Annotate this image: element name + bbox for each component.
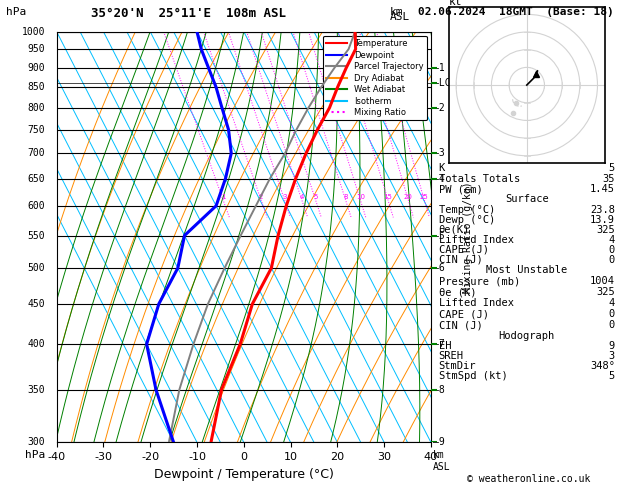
Text: kt: kt [449,0,462,7]
Text: Pressure (mb): Pressure (mb) [438,276,520,286]
Text: Most Unstable: Most Unstable [486,265,567,276]
Text: 4: 4 [299,194,304,200]
Text: 1000: 1000 [22,27,45,36]
Text: 02.06.2024  18GMT  (Base: 18): 02.06.2024 18GMT (Base: 18) [418,7,614,17]
Text: CAPE (J): CAPE (J) [438,309,489,319]
Text: 10: 10 [356,194,365,200]
Text: EH: EH [438,341,451,351]
Text: CIN (J): CIN (J) [438,320,482,330]
Text: 1: 1 [221,194,225,200]
Text: 450: 450 [28,299,45,309]
Text: —LCL: —LCL [433,78,456,88]
Text: 650: 650 [28,174,45,184]
Text: 5: 5 [609,163,615,173]
Text: 4: 4 [609,298,615,308]
Text: 25: 25 [420,194,429,200]
Text: ASL: ASL [390,12,410,22]
Text: 550: 550 [28,230,45,241]
Text: km
ASL: km ASL [433,451,450,472]
Text: 15: 15 [384,194,392,200]
Text: —3: —3 [433,148,445,158]
Text: —2: —2 [433,103,445,113]
Text: 700: 700 [28,148,45,158]
Text: θe (K): θe (K) [438,287,476,297]
Text: 3: 3 [282,194,287,200]
Text: 13.9: 13.9 [590,214,615,225]
Text: Totals Totals: Totals Totals [438,174,520,184]
Text: 325: 325 [596,225,615,235]
Text: 20: 20 [404,194,413,200]
Text: hPa: hPa [6,7,26,17]
Legend: Temperature, Dewpoint, Parcel Trajectory, Dry Adiabat, Wet Adiabat, Isotherm, Mi: Temperature, Dewpoint, Parcel Trajectory… [323,36,426,121]
Text: Hodograph: Hodograph [499,330,555,341]
Text: 900: 900 [28,63,45,72]
Text: 325: 325 [596,287,615,297]
Text: —8: —8 [433,385,445,395]
Text: StmDir: StmDir [438,361,476,371]
Text: 750: 750 [28,125,45,135]
Text: © weatheronline.co.uk: © weatheronline.co.uk [467,473,590,484]
Text: SREH: SREH [438,351,464,361]
Text: 2: 2 [259,194,264,200]
Text: km: km [390,7,403,17]
X-axis label: Dewpoint / Temperature (°C): Dewpoint / Temperature (°C) [154,468,333,481]
Text: 0: 0 [609,309,615,319]
Text: 400: 400 [28,339,45,349]
Text: —9: —9 [433,437,445,447]
Text: 500: 500 [28,263,45,273]
Text: —6: —6 [433,263,445,273]
Text: 35°20'N  25°11'E  108m ASL: 35°20'N 25°11'E 108m ASL [91,7,286,20]
Text: K: K [438,163,445,173]
Text: Surface: Surface [505,194,548,205]
Text: CAPE (J): CAPE (J) [438,245,489,255]
Text: 9: 9 [609,341,615,351]
Text: 4: 4 [609,235,615,245]
Text: —5: —5 [433,230,445,241]
Text: 600: 600 [28,201,45,211]
Text: Lifted Index: Lifted Index [438,235,513,245]
Text: —4: —4 [433,174,445,184]
Text: 800: 800 [28,103,45,113]
Text: 850: 850 [28,82,45,92]
Text: 950: 950 [28,44,45,54]
Text: Mixing Ratio (g/kg): Mixing Ratio (g/kg) [464,181,473,293]
Text: 3: 3 [609,351,615,361]
Text: 0: 0 [609,245,615,255]
Text: CIN (J): CIN (J) [438,255,482,265]
Text: PW (cm): PW (cm) [438,184,482,194]
Text: 0: 0 [609,320,615,330]
Text: Lifted Index: Lifted Index [438,298,513,308]
Text: Temp (°C): Temp (°C) [438,205,495,214]
Text: 5: 5 [609,371,615,382]
Text: hPa: hPa [25,451,45,460]
Text: 0: 0 [609,255,615,265]
Text: 1004: 1004 [590,276,615,286]
Text: StmSpd (kt): StmSpd (kt) [438,371,508,382]
Text: 348°: 348° [590,361,615,371]
Text: 8: 8 [343,194,348,200]
Text: —1: —1 [433,63,445,72]
Text: 5: 5 [313,194,318,200]
Text: 350: 350 [28,385,45,395]
Text: 300: 300 [28,437,45,447]
Text: Dewp (°C): Dewp (°C) [438,214,495,225]
Text: 23.8: 23.8 [590,205,615,214]
Text: —7: —7 [433,339,445,349]
Text: 1.45: 1.45 [590,184,615,194]
Text: θe(K): θe(K) [438,225,470,235]
Text: 35: 35 [603,174,615,184]
